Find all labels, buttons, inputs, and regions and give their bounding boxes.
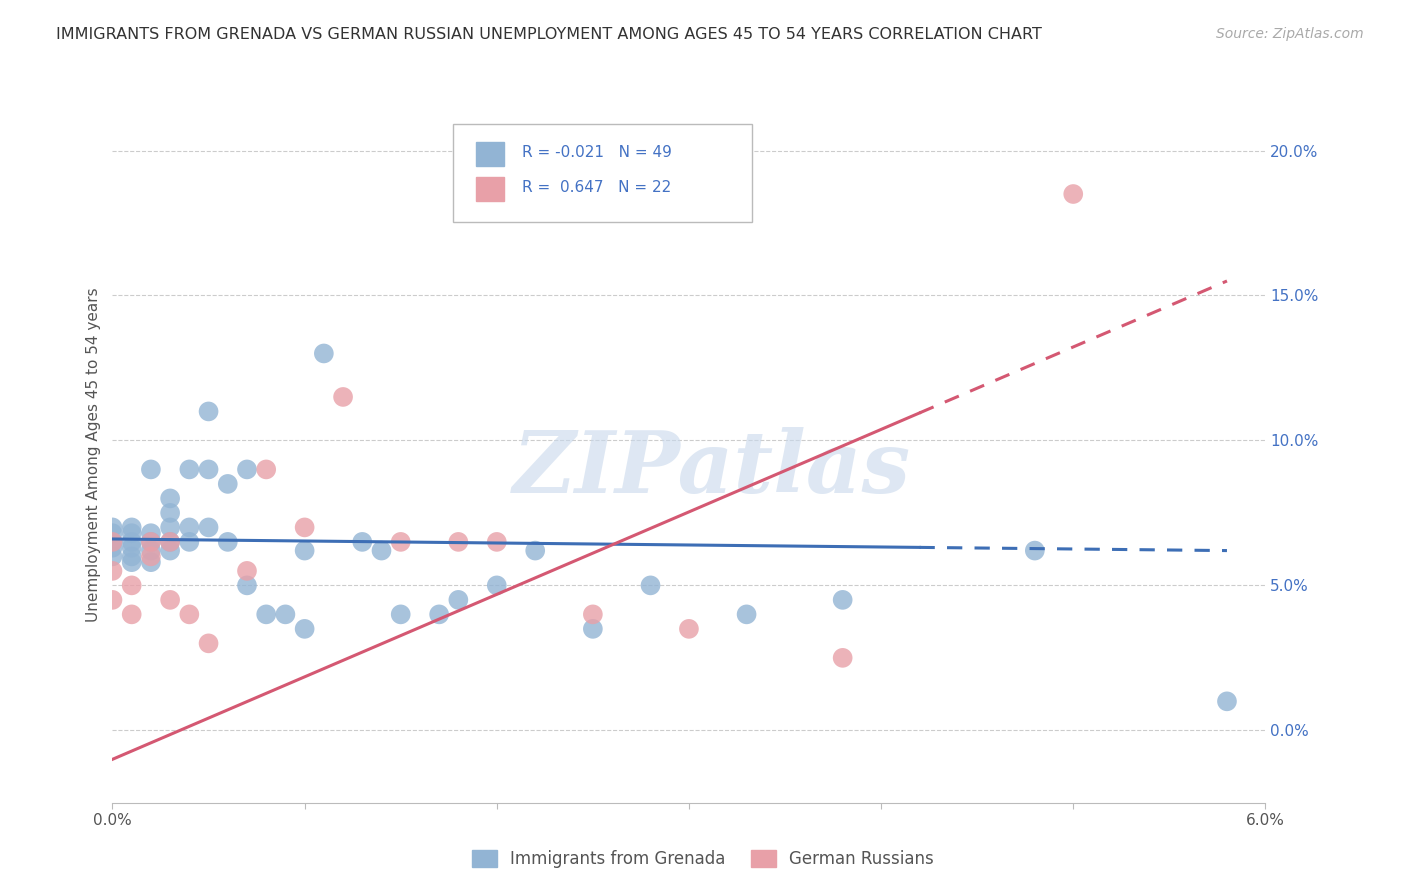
- Point: [121, 520, 143, 534]
- Point: [197, 636, 219, 650]
- Point: [139, 526, 162, 541]
- Point: [101, 534, 124, 549]
- Point: [389, 534, 412, 549]
- Point: [294, 543, 316, 558]
- Point: [274, 607, 297, 622]
- FancyBboxPatch shape: [453, 124, 752, 222]
- Bar: [475, 177, 505, 201]
- Point: [159, 506, 181, 520]
- Point: [254, 607, 277, 622]
- Point: [121, 607, 143, 622]
- Point: [101, 592, 124, 607]
- Point: [101, 541, 124, 555]
- Point: [1216, 694, 1239, 708]
- Point: [121, 555, 143, 569]
- Point: [294, 622, 316, 636]
- Point: [139, 549, 162, 564]
- Point: [582, 607, 605, 622]
- Point: [197, 520, 219, 534]
- Point: [101, 549, 124, 564]
- Point: [139, 534, 162, 549]
- Point: [217, 534, 239, 549]
- Point: [139, 543, 162, 558]
- Point: [352, 534, 374, 549]
- Bar: [475, 142, 505, 166]
- Point: [159, 543, 181, 558]
- Point: [159, 520, 181, 534]
- Text: ZIPatlas: ZIPatlas: [513, 427, 911, 510]
- Point: [735, 607, 758, 622]
- Point: [447, 534, 470, 549]
- Text: R =  0.647   N = 22: R = 0.647 N = 22: [522, 179, 671, 194]
- Point: [121, 549, 143, 564]
- Point: [524, 543, 547, 558]
- Point: [389, 607, 412, 622]
- Point: [582, 622, 605, 636]
- Point: [179, 607, 201, 622]
- Point: [159, 592, 181, 607]
- Point: [1062, 187, 1084, 202]
- Point: [101, 534, 124, 549]
- Point: [121, 534, 143, 549]
- Point: [139, 555, 162, 569]
- Point: [197, 462, 219, 476]
- Point: [101, 564, 124, 578]
- Point: [678, 622, 700, 636]
- Point: [640, 578, 662, 592]
- Text: Source: ZipAtlas.com: Source: ZipAtlas.com: [1216, 27, 1364, 41]
- Point: [236, 462, 259, 476]
- Point: [159, 534, 181, 549]
- Point: [294, 520, 316, 534]
- Point: [236, 564, 259, 578]
- Point: [179, 534, 201, 549]
- Point: [159, 491, 181, 506]
- Point: [236, 578, 259, 592]
- Point: [121, 541, 143, 555]
- Point: [121, 578, 143, 592]
- Point: [312, 346, 335, 360]
- Point: [197, 404, 219, 418]
- Point: [254, 462, 277, 476]
- Point: [831, 592, 853, 607]
- Point: [121, 526, 143, 541]
- Point: [485, 578, 508, 592]
- Legend: Immigrants from Grenada, German Russians: Immigrants from Grenada, German Russians: [465, 843, 941, 875]
- Point: [217, 476, 239, 491]
- Point: [101, 520, 124, 534]
- Point: [332, 390, 354, 404]
- Point: [179, 520, 201, 534]
- Point: [139, 534, 162, 549]
- Point: [831, 651, 853, 665]
- Text: R = -0.021   N = 49: R = -0.021 N = 49: [522, 145, 672, 160]
- Text: IMMIGRANTS FROM GRENADA VS GERMAN RUSSIAN UNEMPLOYMENT AMONG AGES 45 TO 54 YEARS: IMMIGRANTS FROM GRENADA VS GERMAN RUSSIA…: [56, 27, 1042, 42]
- Point: [447, 592, 470, 607]
- Point: [159, 534, 181, 549]
- Point: [1024, 543, 1046, 558]
- Y-axis label: Unemployment Among Ages 45 to 54 years: Unemployment Among Ages 45 to 54 years: [86, 287, 101, 623]
- Point: [179, 462, 201, 476]
- Point: [427, 607, 450, 622]
- Point: [370, 543, 392, 558]
- Point: [139, 462, 162, 476]
- Point: [485, 534, 508, 549]
- Point: [101, 526, 124, 541]
